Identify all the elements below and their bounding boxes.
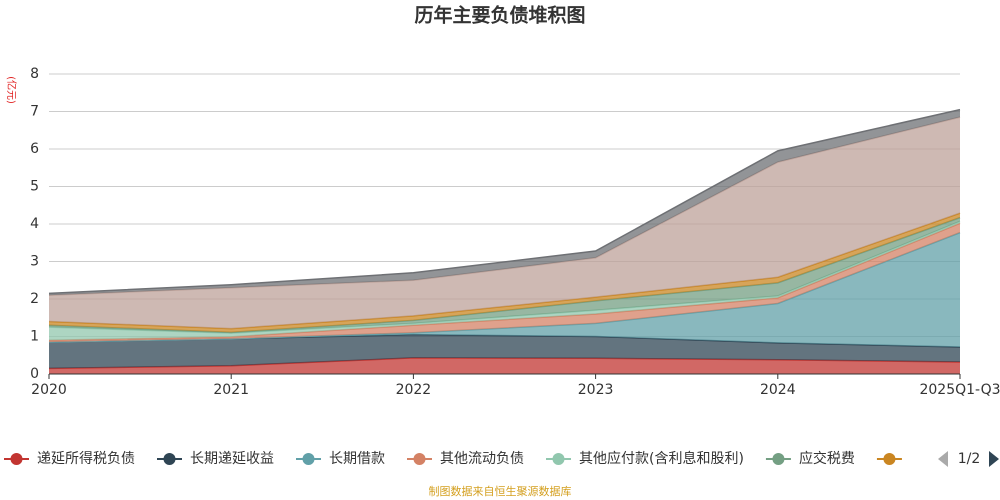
area [49,213,960,333]
area [49,117,960,329]
legend-marker [772,453,785,465]
legend-marker [163,453,176,465]
legend-label: 其他流动负债 [440,451,524,467]
y-tick-label: 6 [30,141,39,157]
y-tick-label: 1 [30,329,39,345]
x-tick-label: 2021 [213,382,249,398]
area [49,357,960,374]
area [49,232,960,347]
x-tick-label: 2020 [31,382,67,398]
area-line [48,108,961,295]
y-tick-label: 2 [30,291,39,307]
x-tick-label: 2023 [578,382,614,398]
y-axis-unit: (亿元) [5,76,18,104]
y-tick-label: 3 [30,254,39,270]
legend-label: 递延所得税负债 [37,450,135,467]
chart-title: 历年主要负债堆积图 [414,4,585,27]
legend-next[interactable] [989,451,999,467]
legend-marker [302,453,315,465]
x-tick-label: 2024 [760,382,796,398]
area [49,334,960,369]
source-note: 制图数据来自恒生聚源数据库 [429,484,572,498]
x-tick-label: 2022 [396,382,432,398]
legend-label: 长期借款 [329,451,385,467]
area-line [48,212,961,330]
area-line [48,216,961,334]
legend-prev[interactable] [938,451,948,467]
x-tick-label: 2025Q1-Q3 [919,382,1000,398]
legend-page: 1/2 [958,451,981,467]
legend-marker [883,453,896,465]
legend-label: 其他应付款(含利息和股利) [579,450,744,467]
plot-area: 0 1 2 3 4 5 6 7 8 2020 2021 2022 2023 2024 2025Q1-Q3 [30,66,1000,398]
legend-label: 长期递延收益 [190,451,274,467]
legend-marker [10,453,23,465]
legend-marker [413,453,426,465]
y-tick-label: 5 [30,179,39,195]
legend-label: 应交税费 [799,450,855,467]
y-tick-label: 7 [30,104,39,120]
legend-marker [552,453,565,465]
legend: 递延所得税负债 长期递延收益 长期借款 其他流动负债 其他应付款(含利息和股利) 应交税费 [4,450,902,467]
y-tick-label: 4 [30,216,39,232]
y-tick-label: 8 [30,66,39,82]
y-tick-label: 0 [30,366,39,382]
area-line [48,220,961,334]
